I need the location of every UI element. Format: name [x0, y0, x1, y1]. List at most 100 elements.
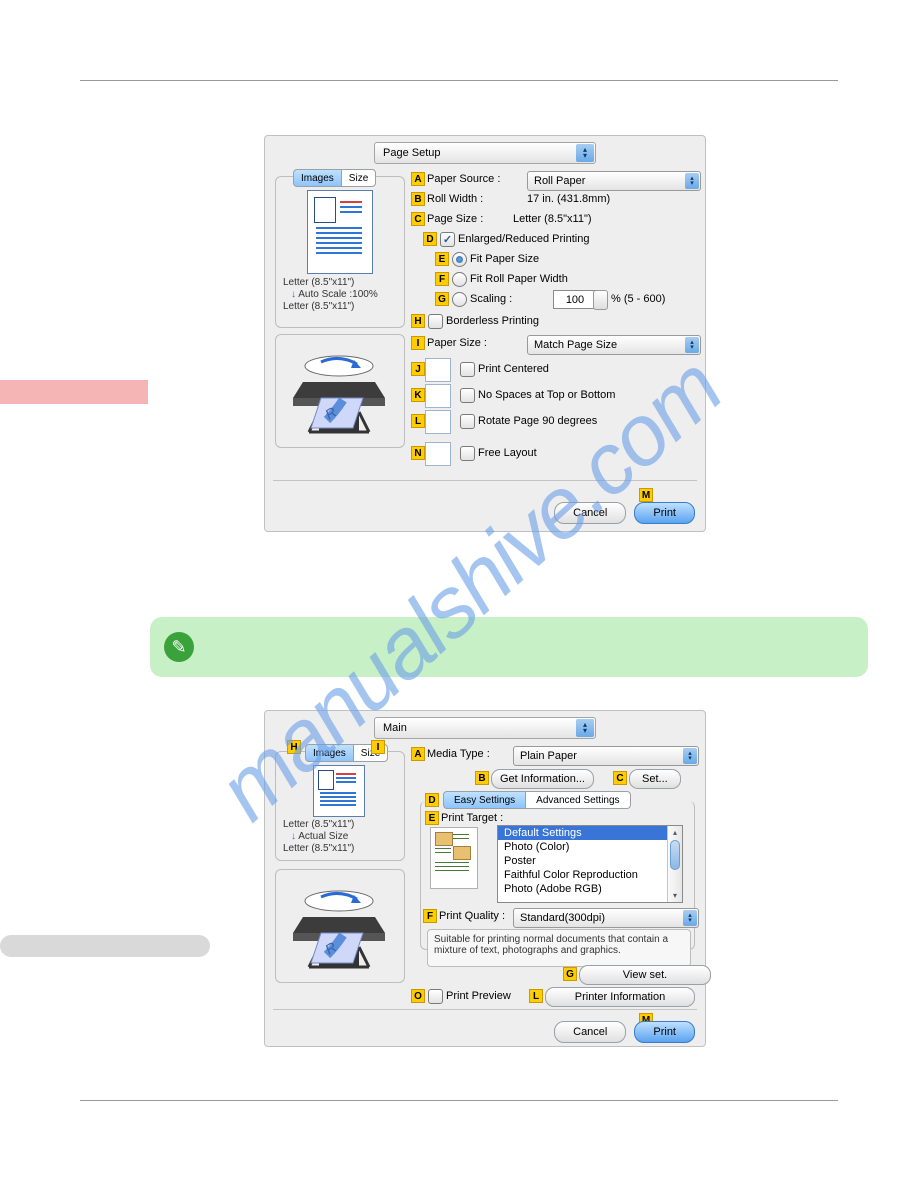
- check-print-centered[interactable]: [460, 362, 475, 377]
- list-item[interactable]: Default Settings: [498, 826, 682, 840]
- side-tab-pink: [0, 380, 148, 404]
- marker-e-2: E: [425, 811, 439, 825]
- scroll-down-icon[interactable]: ▾: [668, 889, 682, 902]
- preview-line: [340, 206, 362, 208]
- divider-top: [80, 80, 838, 81]
- marker-f-2: F: [423, 909, 437, 923]
- caption2-line1: Letter (8.5"x11"): [283, 819, 354, 830]
- label-rotate-90: Rotate Page 90 degrees: [478, 415, 597, 427]
- preview-line: [340, 201, 362, 203]
- list-item[interactable]: Poster: [498, 854, 682, 868]
- panel-select-2-label: Main: [383, 722, 407, 734]
- label-enlarged-reduced: Enlarged/Reduced Printing: [458, 233, 589, 245]
- preview-page: [307, 190, 373, 274]
- print-target-thumb: [430, 827, 478, 889]
- select-paper-size[interactable]: Match Page Size▴▾: [527, 335, 701, 355]
- radio-scaling[interactable]: [452, 292, 467, 307]
- tab-size[interactable]: Size: [342, 169, 376, 187]
- list-item[interactable]: Photo (Color): [498, 840, 682, 854]
- list-item[interactable]: Faithful Color Reproduction: [498, 868, 682, 882]
- printer-illustration: R: [281, 340, 397, 440]
- view-set-button[interactable]: View set.: [579, 965, 711, 985]
- select-paper-source[interactable]: Roll Paper▴▾: [527, 171, 701, 191]
- preview-line: [340, 211, 362, 213]
- updown-arrows-icon: ▴▾: [576, 144, 594, 162]
- marker-h-2: H: [287, 740, 301, 754]
- set-button[interactable]: Set...: [629, 769, 681, 789]
- cancel-button-2[interactable]: Cancel: [554, 1021, 626, 1043]
- printer-illustration-2: R: [281, 875, 397, 975]
- label-print-preview: Print Preview: [446, 990, 511, 1002]
- label-no-spaces: No Spaces at Top or Bottom: [478, 389, 615, 401]
- updown-arrows-icon: ▴▾: [683, 910, 697, 926]
- preview-line: [336, 773, 356, 775]
- scrollbar[interactable]: ▴ ▾: [667, 826, 682, 902]
- check-enlarged-reduced[interactable]: [440, 232, 455, 247]
- label-scaling-range: % (5 - 600): [611, 293, 665, 305]
- marker-o: O: [411, 989, 425, 1003]
- label-media-type: Media Type :: [427, 748, 490, 760]
- preview-line: [316, 232, 362, 234]
- dialog1-divider: [273, 480, 697, 481]
- marker-l: L: [411, 414, 425, 428]
- marker-a: A: [411, 172, 425, 186]
- divider-bottom: [80, 1100, 838, 1101]
- label-fit-roll-width: Fit Roll Paper Width: [470, 273, 568, 285]
- dialog2-divider: [273, 1009, 697, 1010]
- marker-k: K: [411, 388, 425, 402]
- thumb-centered-icon: [425, 358, 451, 382]
- preview-line: [336, 777, 356, 779]
- side-pill-gray: [0, 935, 210, 957]
- label-page-size: Page Size :: [427, 213, 483, 225]
- cancel-button[interactable]: Cancel: [554, 502, 626, 524]
- scroll-up-icon[interactable]: ▴: [668, 826, 682, 839]
- printer-information-button[interactable]: Printer Information: [545, 987, 695, 1007]
- print-button[interactable]: Print: [634, 502, 695, 524]
- tab-images[interactable]: Images: [293, 169, 342, 187]
- thumb-freelayout-icon: [425, 442, 451, 466]
- dialog1-menubar: Page Setup ▴▾: [265, 136, 705, 170]
- label-borderless: Borderless Printing: [446, 315, 539, 327]
- label-paper-size: Paper Size :: [427, 337, 487, 349]
- marker-g: G: [435, 292, 449, 306]
- print-button-2[interactable]: Print: [634, 1021, 695, 1043]
- check-no-spaces[interactable]: [460, 388, 475, 403]
- updown-arrows-icon: ▴▾: [685, 337, 699, 353]
- scroll-thumb[interactable]: [670, 840, 680, 870]
- print-target-list[interactable]: Default Settings Photo (Color) Poster Fa…: [497, 825, 683, 903]
- input-scaling[interactable]: 100: [553, 290, 597, 309]
- caption2-line2: ↓ Actual Size: [291, 831, 348, 842]
- caption-line3: Letter (8.5"x11"): [283, 301, 354, 312]
- check-rotate-90[interactable]: [460, 414, 475, 429]
- get-information-button[interactable]: Get Information...: [491, 769, 594, 789]
- list-item[interactable]: Photo (Adobe RGB): [498, 882, 682, 896]
- panel-select[interactable]: Page Setup ▴▾: [374, 142, 596, 164]
- preview-page-2: [313, 765, 365, 817]
- marker-i: I: [411, 336, 425, 350]
- radio-fit-paper-size[interactable]: [452, 252, 467, 267]
- caption2-line3: Letter (8.5"x11"): [283, 843, 354, 854]
- thumb-nospaces-icon: [425, 384, 451, 408]
- check-print-preview[interactable]: [428, 989, 443, 1004]
- down-arrow-icon: ↓: [291, 831, 296, 842]
- check-free-layout[interactable]: [460, 446, 475, 461]
- preview-doc-icon: [314, 197, 336, 223]
- check-borderless[interactable]: [428, 314, 443, 329]
- panel-select-label: Page Setup: [383, 147, 441, 159]
- marker-j: J: [411, 362, 425, 376]
- stepper-scaling[interactable]: [593, 290, 608, 310]
- preview-line: [320, 800, 356, 802]
- marker-l-2: L: [529, 989, 543, 1003]
- tab-images-2[interactable]: Images: [305, 744, 354, 762]
- select-print-quality[interactable]: Standard(300dpi)▴▾: [513, 908, 699, 928]
- panel-select-2[interactable]: Main ▴▾: [374, 717, 596, 739]
- select-media-type[interactable]: Plain Paper▴▾: [513, 746, 699, 766]
- caption-line1: Letter (8.5"x11"): [283, 277, 354, 288]
- preview-doc-icon: [318, 770, 334, 790]
- dialog2-menubar: Main ▴▾: [265, 711, 705, 745]
- preview-line: [316, 252, 362, 254]
- note-banner: ✎: [150, 617, 868, 677]
- images-size-tabs[interactable]: Images Size: [293, 169, 376, 187]
- label-print-target: Print Target :: [441, 812, 503, 824]
- radio-fit-roll-width[interactable]: [452, 272, 467, 287]
